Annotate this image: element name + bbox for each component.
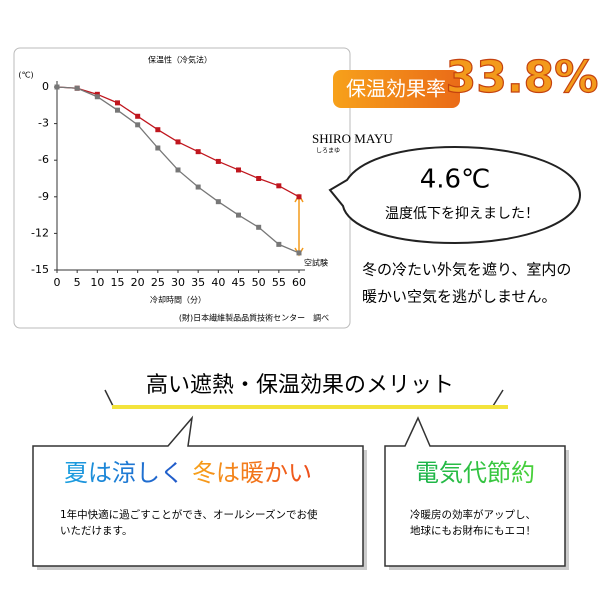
point xyxy=(256,224,262,230)
x-tick-label: 5 xyxy=(74,276,81,289)
x-tick-label: 20 xyxy=(131,276,145,289)
point xyxy=(215,158,221,164)
box-text: 1年中快適に過ごすことができ、オールシーズンでお使 xyxy=(60,508,318,521)
y-unit: (℃) xyxy=(18,71,33,80)
x-tick-label: 45 xyxy=(232,276,246,289)
box xyxy=(32,415,364,567)
x-tick-label: 30 xyxy=(171,276,185,289)
point xyxy=(54,84,60,90)
badge-value: 33.8% xyxy=(446,52,599,103)
legend-label: 空試験 xyxy=(304,258,328,268)
difference-value: 4.6℃ xyxy=(420,165,491,195)
deco-slash xyxy=(104,389,504,407)
x-tick-label: 0 xyxy=(54,276,61,289)
difference-note: 温度低下を抑えました！ xyxy=(385,206,539,222)
x-tick-label: 50 xyxy=(252,276,266,289)
point xyxy=(155,127,161,133)
box-text: 地球にもお財布にもエコ！ xyxy=(410,524,536,537)
source: (財)日本繊維製品品質技術センター 調べ xyxy=(179,313,329,323)
point xyxy=(296,194,302,200)
box-text: いただけます。 xyxy=(60,525,132,537)
y-tick-label: 0 xyxy=(42,80,49,93)
description: 冬の冷たい外気を遮り、室内の xyxy=(362,261,571,279)
plot: 0-3-6-9-12-150 5 10 15 20 25 30 35 40 45 50 55 60 xyxy=(31,80,306,289)
point xyxy=(115,100,120,106)
point xyxy=(276,183,282,189)
box-title: 夏は涼しく xyxy=(64,459,184,487)
speech-bubble xyxy=(328,145,582,245)
x-tick-label: 35 xyxy=(191,276,205,289)
point xyxy=(115,107,120,113)
point xyxy=(236,212,241,218)
point xyxy=(175,167,181,173)
y-tick-label: -3 xyxy=(38,117,49,130)
x-label: 冷却時間（分） xyxy=(150,295,206,305)
section-title: 高い遮熱・保温効果のメリット xyxy=(146,373,454,398)
chart-title: 保温性（冷気法） xyxy=(148,55,212,65)
point xyxy=(256,176,262,181)
x-tick-label: 55 xyxy=(272,276,286,289)
x-tick-label: 15 xyxy=(111,276,125,289)
point xyxy=(74,85,80,91)
y-tick-label: -15 xyxy=(31,263,49,276)
y-tick-label: -6 xyxy=(38,153,49,166)
legend-ruby: しろまゆ xyxy=(316,148,340,155)
point xyxy=(215,199,221,205)
point xyxy=(296,250,302,256)
point xyxy=(135,113,141,119)
point xyxy=(195,149,201,155)
description: 暖かい空気を逃がしません。 xyxy=(362,288,557,306)
box xyxy=(384,416,566,567)
box-title: 電気代節約 xyxy=(415,459,535,487)
x-tick-label: 10 xyxy=(90,276,104,289)
legend-label: SHIRO MAYU xyxy=(312,131,393,146)
point xyxy=(135,122,141,128)
box-text: 冷暖房の効率がアップし、 xyxy=(410,508,536,521)
point xyxy=(94,94,100,100)
box-title: 冬は暖かい xyxy=(192,459,312,487)
point xyxy=(195,184,201,190)
y-tick-label: -9 xyxy=(38,190,49,203)
badge-label: 保温効果率 xyxy=(346,77,446,101)
point xyxy=(155,145,161,151)
x-tick-label: 60 xyxy=(292,276,306,289)
point xyxy=(236,167,241,173)
point xyxy=(276,241,282,247)
x-tick-label: 25 xyxy=(151,276,165,289)
point xyxy=(175,139,181,145)
badge-bg xyxy=(333,70,460,108)
y-tick-label: -12 xyxy=(31,226,49,239)
x-tick-label: 40 xyxy=(211,276,225,289)
